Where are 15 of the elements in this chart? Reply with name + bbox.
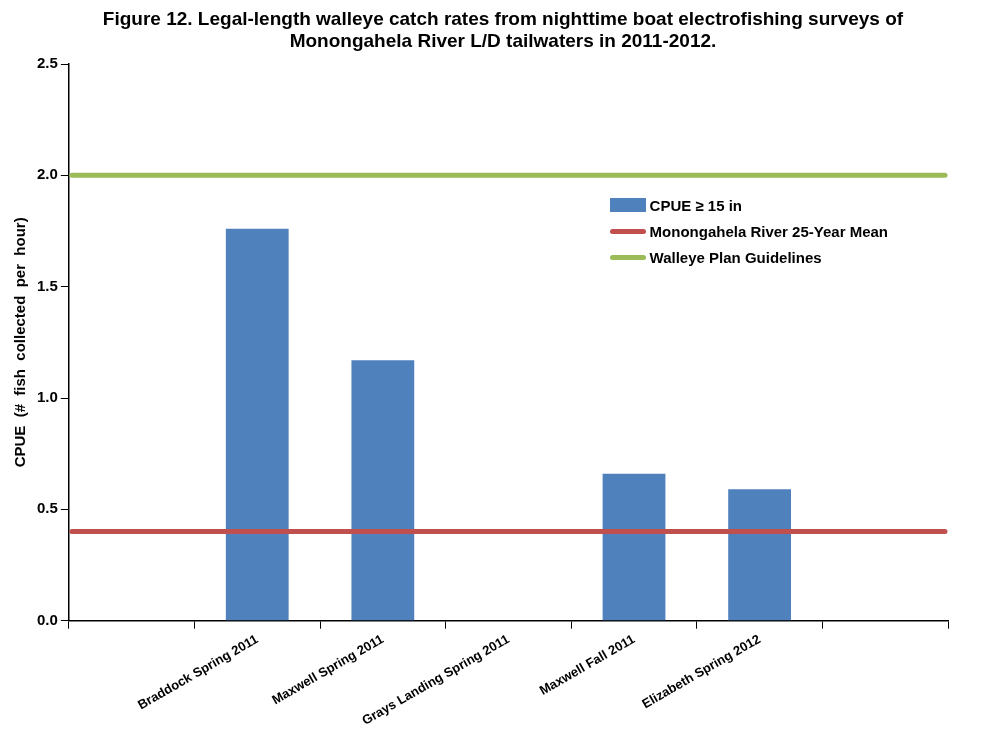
bar	[225, 228, 289, 621]
chart-title: Figure 12. Legal-length walleye catch rates from nighttime boat electrofishing surveys of Monongahela River L/D tailwaters in 2011-2012.	[101, 8, 905, 52]
y-tick-label: 2.0	[36, 165, 58, 183]
legend-label: CPUE ≥ 15 in	[649, 196, 743, 214]
y-tick-label: 1.0	[36, 388, 58, 406]
y-tick-label: 0.0	[36, 610, 58, 628]
bar	[351, 360, 415, 621]
legend-label: Monongahela River 25-Year Mean	[649, 222, 888, 240]
bar	[728, 489, 792, 621]
y-axis-title: CPUE (# fish collected per hour)	[11, 217, 29, 468]
y-tick-label: 2.5	[36, 54, 58, 72]
y-tick-label: 1.5	[36, 276, 58, 294]
bar	[602, 473, 666, 621]
legend-label: Walleye Plan Guidelines	[649, 248, 822, 266]
y-tick-label: 0.5	[36, 499, 58, 517]
